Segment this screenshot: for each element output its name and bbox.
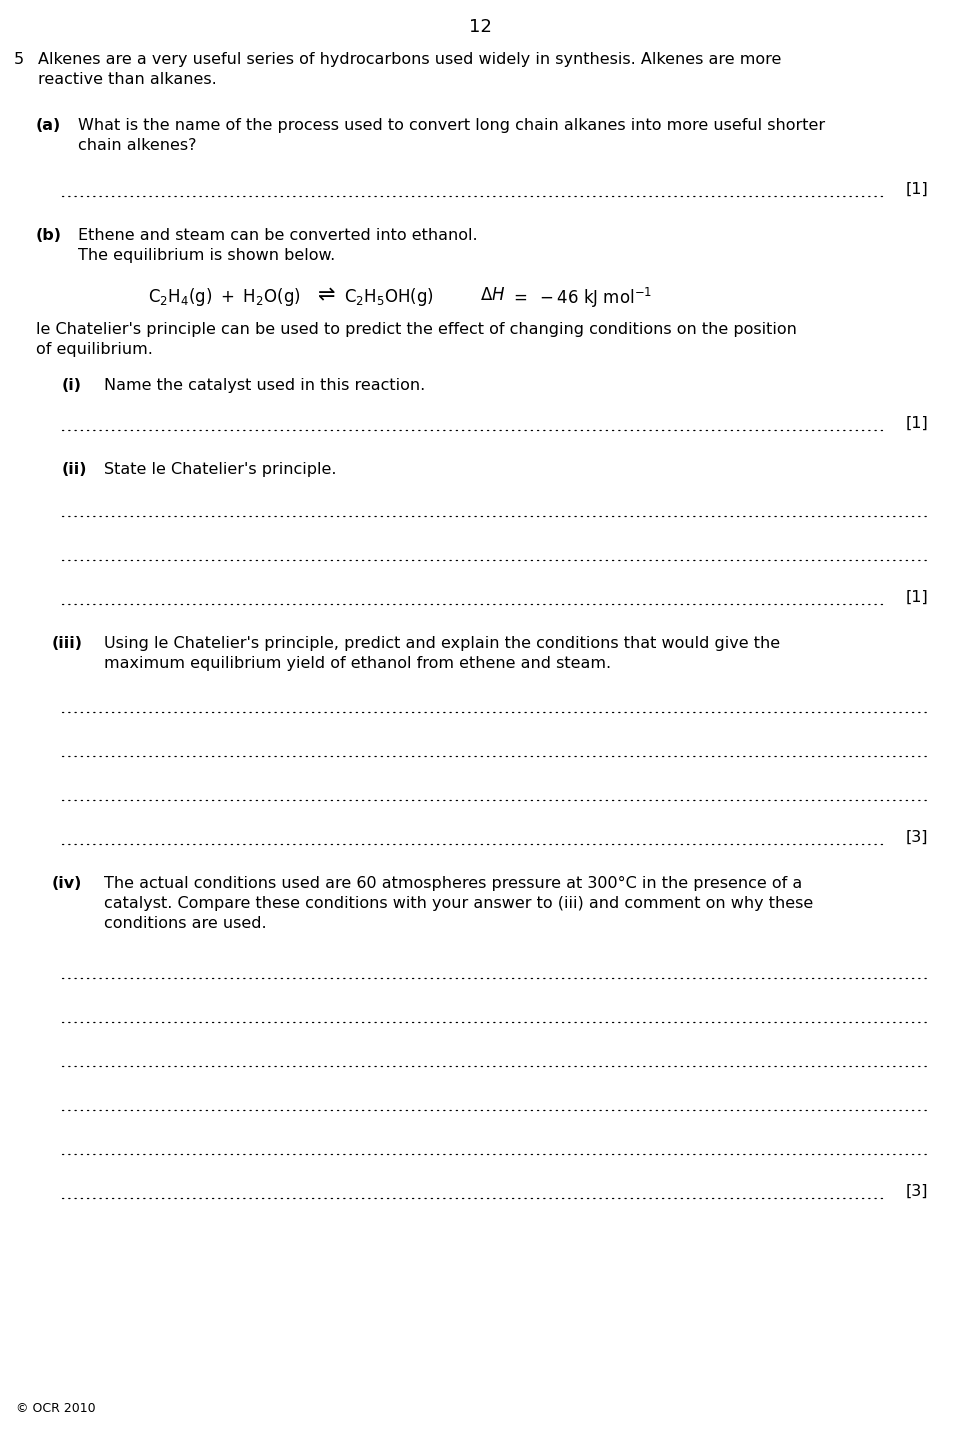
Text: © OCR 2010: © OCR 2010 bbox=[16, 1402, 96, 1415]
Text: (ii): (ii) bbox=[62, 462, 87, 477]
Text: [1]: [1] bbox=[905, 590, 928, 605]
Text: $=\ -46\ \mathregular{kJ\ mol}^{-1}$: $=\ -46\ \mathregular{kJ\ mol}^{-1}$ bbox=[505, 286, 652, 311]
Text: [3]: [3] bbox=[905, 1183, 928, 1199]
Text: (iii): (iii) bbox=[52, 635, 83, 651]
Text: (a): (a) bbox=[36, 117, 61, 133]
Text: (i): (i) bbox=[62, 378, 82, 394]
Text: reactive than alkanes.: reactive than alkanes. bbox=[38, 72, 217, 87]
Text: Ethene and steam can be converted into ethanol.: Ethene and steam can be converted into e… bbox=[78, 228, 478, 243]
Text: conditions are used.: conditions are used. bbox=[104, 916, 267, 932]
Text: $\mathregular{C_2H_5OH(g)}$: $\mathregular{C_2H_5OH(g)}$ bbox=[344, 286, 434, 308]
Text: State le Chatelier's principle.: State le Chatelier's principle. bbox=[104, 462, 337, 477]
Text: 12: 12 bbox=[468, 19, 492, 36]
Text: Alkenes are a very useful series of hydrocarbons used widely in synthesis. Alken: Alkenes are a very useful series of hydr… bbox=[38, 52, 781, 67]
Text: of equilibrium.: of equilibrium. bbox=[36, 342, 153, 356]
Text: The equilibrium is shown below.: The equilibrium is shown below. bbox=[78, 248, 335, 263]
Text: (iv): (iv) bbox=[52, 876, 83, 892]
Text: $\mathregular{C_2H_4(g)\ +\ H_2O(g)}$: $\mathregular{C_2H_4(g)\ +\ H_2O(g)}$ bbox=[148, 286, 300, 308]
Text: The actual conditions used are 60 atmospheres pressure at 300°C in the presence : The actual conditions used are 60 atmosp… bbox=[104, 876, 803, 892]
Text: (b): (b) bbox=[36, 228, 62, 243]
Text: What is the name of the process used to convert long chain alkanes into more use: What is the name of the process used to … bbox=[78, 117, 826, 133]
Text: catalyst. Compare these conditions with your answer to (iii) and comment on why : catalyst. Compare these conditions with … bbox=[104, 896, 813, 912]
Text: Name the catalyst used in this reaction.: Name the catalyst used in this reaction. bbox=[104, 378, 425, 394]
Text: [1]: [1] bbox=[905, 182, 928, 197]
Text: le Chatelier's principle can be used to predict the effect of changing condition: le Chatelier's principle can be used to … bbox=[36, 322, 797, 336]
Text: maximum equilibrium yield of ethanol from ethene and steam.: maximum equilibrium yield of ethanol fro… bbox=[104, 655, 612, 671]
Text: 5: 5 bbox=[14, 52, 24, 67]
Text: Using le Chatelier's principle, predict and explain the conditions that would gi: Using le Chatelier's principle, predict … bbox=[104, 635, 780, 651]
Text: [3]: [3] bbox=[905, 830, 928, 844]
Text: chain alkenes?: chain alkenes? bbox=[78, 137, 197, 153]
Text: ⇌: ⇌ bbox=[318, 285, 335, 305]
Text: [1]: [1] bbox=[905, 416, 928, 431]
Text: $\Delta \mathit{H}$: $\Delta \mathit{H}$ bbox=[480, 286, 505, 303]
